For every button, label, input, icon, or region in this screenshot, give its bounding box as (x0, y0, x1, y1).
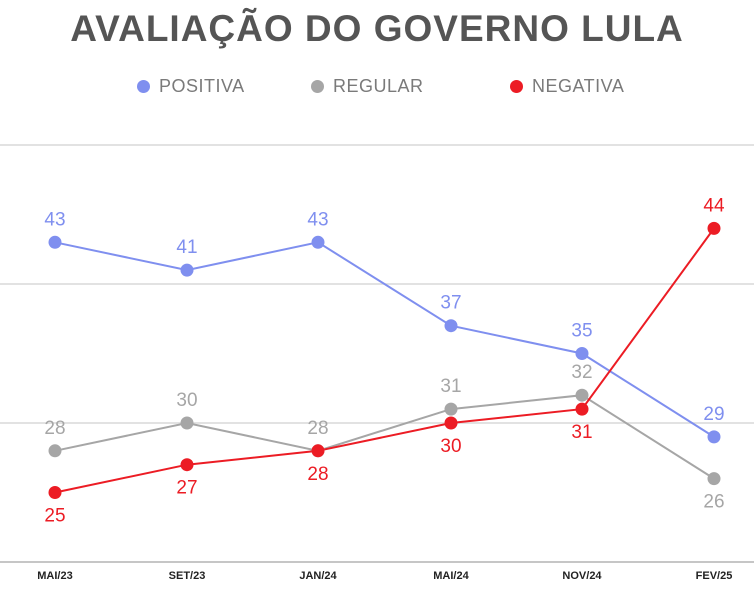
data-point (575, 402, 589, 416)
legend-dot-negativa (510, 80, 523, 93)
data-point (444, 416, 458, 430)
series-line-positiva (54, 241, 715, 438)
data-point (575, 388, 589, 402)
data-point (311, 444, 325, 458)
data-point (48, 444, 62, 458)
x-tick-label: MAI/23 (37, 570, 72, 582)
x-tick-label: FEV/25 (696, 570, 733, 582)
data-point (180, 458, 194, 472)
x-tick-label: MAI/24 (433, 570, 469, 582)
x-tick-label: NOV/24 (562, 570, 602, 582)
data-label: 30 (440, 436, 461, 457)
data-point (311, 235, 325, 249)
data-label: 30 (176, 390, 197, 411)
legend: POSITIVA REGULAR NEGATIVA (0, 76, 754, 100)
legend-label-positiva: POSITIVA (159, 76, 245, 96)
series-line-regular (54, 394, 715, 480)
series-line-negativa (54, 227, 715, 494)
chart-title: AVALIAÇÃO DO GOVERNO LULA (70, 8, 684, 49)
data-label: 27 (176, 478, 197, 499)
data-label: 28 (44, 418, 65, 439)
data-label: 44 (703, 195, 725, 216)
data-label: 37 (440, 293, 461, 314)
x-tick-label: SET/23 (169, 570, 206, 582)
data-point (707, 430, 721, 444)
legend-dot-regular (311, 80, 324, 93)
data-point (575, 347, 589, 360)
legend-item-positiva: POSITIVA (137, 76, 245, 97)
legend-item-regular: REGULAR (311, 76, 424, 97)
legend-label-regular: REGULAR (333, 76, 424, 96)
data-point (48, 235, 62, 249)
data-label: 41 (176, 237, 197, 258)
data-point (444, 402, 458, 416)
data-point (707, 472, 721, 486)
data-point (180, 416, 194, 430)
data-label: 31 (440, 376, 461, 397)
legend-dot-positiva (137, 80, 150, 93)
data-point (180, 263, 194, 277)
data-label: 28 (307, 464, 328, 485)
data-point (48, 486, 62, 499)
data-point (707, 221, 721, 235)
data-label: 35 (571, 321, 592, 342)
data-label: 43 (307, 209, 328, 230)
data-label: 31 (571, 422, 592, 443)
x-tick-label: JAN/24 (299, 570, 337, 582)
data-label: 32 (571, 362, 592, 383)
data-point (444, 319, 458, 333)
data-label: 25 (44, 506, 65, 527)
data-label: 28 (307, 418, 328, 439)
legend-label-negativa: NEGATIVA (532, 76, 625, 96)
data-label: 29 (703, 404, 724, 425)
data-label: 43 (44, 209, 65, 230)
data-label: 26 (703, 492, 724, 513)
legend-item-negativa: NEGATIVA (510, 76, 624, 97)
